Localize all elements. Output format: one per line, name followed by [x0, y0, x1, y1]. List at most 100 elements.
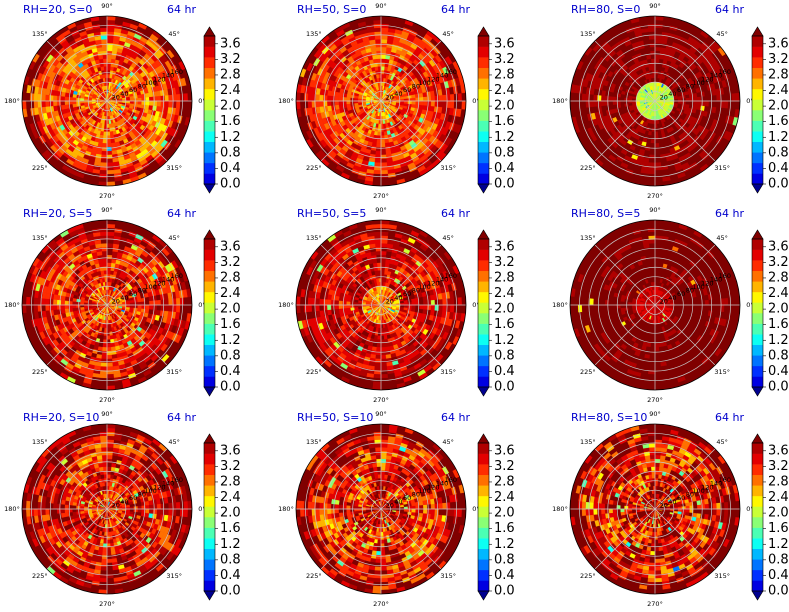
heatmap-cell [442, 100, 447, 108]
heatmap-cell [654, 19, 664, 25]
heatmap-cell [654, 158, 662, 164]
colorbar-segment [478, 131, 489, 143]
colorbar-tick-label: 0.0 [768, 177, 789, 192]
heatmap-cell [109, 66, 115, 71]
heatmap-cell [315, 100, 320, 108]
angle-tick-label: 45° [716, 30, 728, 38]
heatmap-cell [22, 92, 27, 102]
colorbar-tick-label: 3.6 [768, 36, 789, 51]
heatmap-cell [64, 100, 69, 106]
heatmap-cell [106, 162, 114, 167]
colorbar-segment [752, 152, 763, 164]
heatmap-cell [380, 54, 386, 59]
heatmap-cell [380, 66, 385, 71]
polar-panel: 20 40 60 801001201401600°45°90°135°180°225°… [552, 2, 754, 200]
colorbar-segment [752, 46, 763, 58]
angle-tick-label: 225° [306, 164, 322, 172]
heatmap-cell [654, 143, 660, 148]
heatmap-cell [380, 177, 390, 183]
heatmap-cell [100, 158, 108, 164]
heatmap-cell [651, 127, 656, 133]
radial-tick-label: 160 [719, 68, 731, 76]
heatmap-cell [156, 100, 162, 107]
colorbar-tick-label: 0.0 [220, 177, 241, 192]
colorbar-extend-max [477, 26, 490, 37]
heatmap-cell [315, 94, 320, 102]
heatmap-cell [697, 100, 702, 106]
heatmap-cell [100, 162, 108, 167]
heatmap-cell [33, 93, 38, 102]
radial-tick-label: 160 [445, 68, 457, 76]
colorbar-tick-label: 3.6 [220, 36, 241, 51]
heatmap-cell [106, 143, 112, 148]
colorbar-segment [752, 99, 763, 111]
heatmap-cell [704, 95, 710, 102]
heatmap-cell [654, 42, 661, 48]
colorbar-tick-label: 0.4 [494, 161, 515, 176]
heatmap-cell [353, 98, 359, 102]
heatmap-cell [376, 139, 382, 144]
heatmap-cell [438, 94, 444, 102]
heatmap-cell [650, 58, 656, 63]
angle-tick-label: 90° [375, 2, 387, 10]
heatmap-cell [419, 96, 424, 102]
heatmap-cell [375, 42, 382, 48]
heatmap-cell [106, 270, 111, 275]
heatmap-cell [168, 94, 173, 102]
heatmap-cell [383, 66, 389, 71]
heatmap-cell [109, 270, 115, 275]
heatmap-cell [106, 27, 115, 32]
colorbar-tick-label: 0.8 [220, 145, 241, 160]
heatmap-cell [64, 96, 69, 102]
heatmap-cell [731, 100, 737, 110]
heatmap-cell [623, 97, 629, 102]
colorbar-segment [752, 88, 763, 100]
heatmap-cell [101, 46, 108, 52]
colorbar-segment [478, 57, 489, 69]
colorbar-tick-label: 2.4 [220, 83, 241, 98]
heatmap-cell [654, 38, 662, 44]
heatmap-cell [373, 27, 382, 32]
colorbar-tick-label: 3.2 [494, 52, 515, 67]
heatmap-cell [349, 97, 355, 102]
colorbar-tick-label: 3.2 [220, 52, 241, 67]
colorbar-segment [752, 173, 763, 185]
colorbar-segment [752, 162, 763, 174]
heatmap-cell [106, 38, 114, 44]
colorbar-segment [752, 120, 763, 132]
heatmap-cell [375, 154, 382, 160]
heatmap-cell [648, 35, 656, 40]
colorbar-segment [478, 99, 489, 111]
heatmap-cell [318, 94, 324, 102]
heatmap-cell [652, 123, 656, 129]
heatmap-cell [326, 100, 332, 107]
colorbar-tick-label: 2.0 [220, 99, 241, 114]
heatmap-cell [612, 100, 617, 106]
heatmap-cell [106, 42, 113, 48]
heatmap-cell [101, 154, 108, 160]
heatmap-cell [434, 100, 440, 107]
heatmap-cell [648, 38, 656, 44]
colorbar-segment [478, 110, 489, 121]
heatmap-cell [712, 100, 718, 108]
heatmap-cell [149, 96, 154, 102]
heatmap-cell [183, 100, 189, 110]
heatmap-cell [106, 35, 114, 40]
radial-tick-label: 20 [112, 93, 120, 101]
heatmap-cell [106, 54, 112, 59]
heatmap-cell [334, 96, 339, 102]
heatmap-cell [99, 27, 108, 32]
radial-tick-label: 60 [677, 86, 685, 94]
heatmap-cell [693, 96, 698, 102]
colorbar-segment [478, 36, 489, 47]
heatmap-cell [457, 92, 463, 102]
heatmap-cell [450, 93, 455, 102]
heatmap-cell [168, 100, 173, 108]
heatmap-cell [322, 100, 328, 107]
heatmap-cell [646, 19, 656, 25]
heatmap-cell [650, 54, 656, 59]
colorbar-segment [204, 46, 215, 58]
heatmap-cell [106, 277, 110, 283]
heatmap-cell [648, 158, 656, 164]
